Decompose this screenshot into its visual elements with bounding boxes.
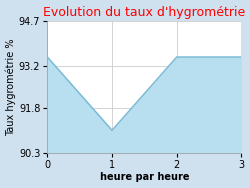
X-axis label: heure par heure: heure par heure [100, 172, 189, 182]
Title: Evolution du taux d'hygrométrie: Evolution du taux d'hygrométrie [43, 6, 245, 19]
Y-axis label: Taux hygrométrie %: Taux hygrométrie % [6, 38, 16, 136]
